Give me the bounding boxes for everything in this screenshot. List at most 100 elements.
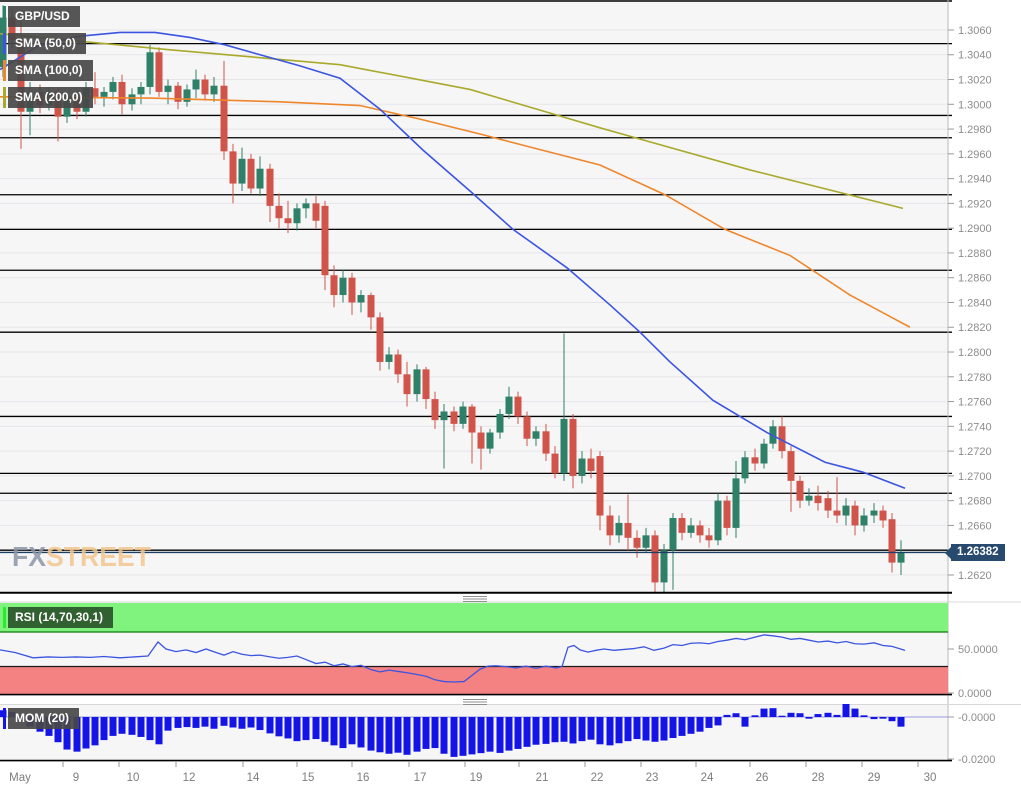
- svg-text:1.2660: 1.2660: [958, 520, 992, 532]
- svg-text:17: 17: [414, 772, 427, 784]
- candle: [796, 480, 804, 501]
- candle: [897, 552, 905, 563]
- candle: [814, 495, 822, 504]
- svg-text:29: 29: [868, 772, 881, 784]
- candle: [678, 517, 686, 533]
- candle: [741, 457, 749, 479]
- svg-text:1.2620: 1.2620: [958, 570, 992, 582]
- candle: [732, 478, 740, 528]
- svg-text:1.3000: 1.3000: [958, 99, 992, 111]
- candle: [348, 277, 356, 303]
- candle: [403, 374, 411, 395]
- svg-text:1.2940: 1.2940: [958, 174, 992, 186]
- legend-symbol[interactable]: GBP/USD: [3, 6, 80, 27]
- candle: [705, 535, 713, 541]
- svg-text:1.2700: 1.2700: [958, 471, 992, 483]
- svg-text:1.2860: 1.2860: [958, 273, 992, 285]
- candle: [888, 519, 896, 563]
- svg-text:1.2760: 1.2760: [958, 397, 992, 409]
- candle: [651, 535, 659, 583]
- candle: [238, 158, 246, 184]
- candle: [164, 85, 172, 92]
- svg-text:1.3060: 1.3060: [958, 25, 992, 37]
- candle: [312, 203, 320, 221]
- candle: [413, 369, 421, 395]
- current-price-badge: 1.26382: [945, 544, 1005, 561]
- mom-bars: [0, 704, 905, 757]
- legend-sma50[interactable]: SMA (50,0): [3, 33, 86, 54]
- candle: [486, 432, 494, 449]
- candle: [468, 406, 476, 433]
- candle: [860, 515, 868, 526]
- candle: [805, 495, 813, 501]
- legend-mom[interactable]: MOM (20): [3, 708, 79, 729]
- legend-sma200[interactable]: SMA (200,0): [3, 87, 93, 108]
- candle: [8, 17, 16, 40]
- svg-text:1.2780: 1.2780: [958, 372, 992, 384]
- sma50-line: [0, 31, 906, 490]
- svg-text:12: 12: [183, 772, 196, 784]
- candle: [596, 456, 604, 516]
- sma50-color-strip: [3, 33, 6, 54]
- candle: [714, 500, 722, 541]
- legend-sma100[interactable]: SMA (100,0): [3, 60, 93, 81]
- candle: [624, 522, 632, 538]
- candle: [256, 168, 264, 189]
- svg-text:1.2820: 1.2820: [958, 322, 992, 334]
- candle: [201, 79, 209, 95]
- candle: [367, 295, 375, 318]
- candle: [496, 413, 504, 433]
- date-axis: May 9 10 12 14 15 16 17 19 21 22 23 24 26 28 29 30: [9, 761, 936, 784]
- svg-text:1.2720: 1.2720: [958, 446, 992, 458]
- candle: [587, 458, 595, 471]
- candle: [696, 525, 704, 536]
- panel-resize-grip-mom[interactable]: [463, 699, 487, 707]
- candle: [660, 550, 668, 583]
- candle: [833, 510, 841, 516]
- svg-text:-0.0200: -0.0200: [958, 754, 995, 766]
- candle: [551, 453, 559, 474]
- svg-text:1.2920: 1.2920: [958, 198, 992, 210]
- svg-text:1.2840: 1.2840: [958, 297, 992, 309]
- candle: [128, 94, 136, 105]
- rsi-color-strip: [3, 607, 6, 628]
- svg-text:May: May: [9, 772, 31, 784]
- candle: [642, 535, 650, 548]
- candle: [542, 431, 550, 454]
- rsi-panel[interactable]: 50.0000 0.0000: [0, 601, 1021, 700]
- candle: [109, 81, 117, 92]
- sma100-color-strip: [3, 60, 6, 81]
- candle: [431, 399, 439, 421]
- svg-text:1.3020: 1.3020: [958, 75, 992, 87]
- svg-text:1.2800: 1.2800: [958, 347, 992, 359]
- candle: [220, 85, 228, 152]
- panel-resize-grip-rsi[interactable]: [463, 596, 487, 604]
- svg-text:21: 21: [536, 772, 549, 784]
- candle: [192, 79, 200, 90]
- rsi-label: RSI (14,70,30,1): [8, 607, 114, 628]
- candle: [751, 457, 759, 464]
- candle: [266, 168, 274, 206]
- candle: [505, 396, 513, 414]
- svg-text:-0.0000: -0.0000: [958, 712, 995, 724]
- svg-text:16: 16: [357, 772, 370, 784]
- candle: [394, 354, 402, 375]
- svg-text:14: 14: [247, 772, 260, 784]
- candle: [376, 317, 384, 362]
- candle: [275, 205, 283, 219]
- svg-text:1.2740: 1.2740: [958, 421, 992, 433]
- sma200-line: [0, 32, 904, 210]
- svg-text:15: 15: [302, 772, 315, 784]
- fxstreet-watermark: FXSTREET: [12, 541, 151, 572]
- svg-text:22: 22: [591, 772, 604, 784]
- candle: [842, 505, 850, 516]
- rsi-line: [0, 634, 906, 683]
- rsi-overbought-band: [0, 603, 948, 632]
- candle: [578, 458, 586, 476]
- svg-text:30: 30: [924, 772, 937, 784]
- candle: [560, 418, 568, 474]
- candle: [523, 416, 531, 439]
- legend-rsi[interactable]: RSI (14,70,30,1): [3, 607, 114, 628]
